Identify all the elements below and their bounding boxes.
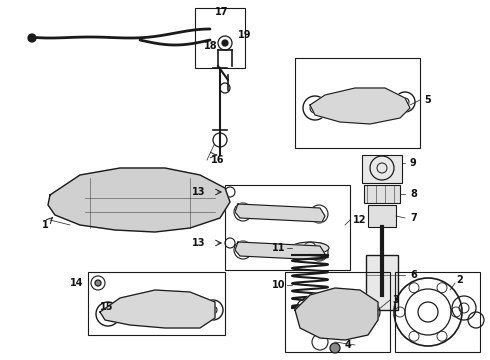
Bar [366,255,398,310]
Bar [88,272,225,335]
Polygon shape [235,242,325,260]
Polygon shape [310,88,410,124]
Text: 17: 17 [215,7,228,17]
Text: 16: 16 [211,155,224,165]
Bar [295,58,420,148]
Text: 4: 4 [345,340,352,350]
Text: 10: 10 [272,280,286,290]
Polygon shape [295,288,378,340]
Text: 9: 9 [410,158,417,168]
Text: 11: 11 [272,243,286,253]
Bar [395,272,480,352]
Circle shape [222,40,228,46]
Text: 19: 19 [238,30,251,40]
Text: 3: 3 [392,295,399,305]
Bar [225,185,350,270]
Text: 15: 15 [100,302,114,312]
Text: 14: 14 [70,278,83,288]
Bar [368,205,396,227]
Bar [195,8,245,68]
Polygon shape [48,168,230,232]
Circle shape [330,343,340,353]
Bar [285,272,390,352]
Ellipse shape [291,242,329,254]
Text: 18: 18 [204,41,218,51]
Text: 5: 5 [424,95,431,105]
Text: 7: 7 [410,213,417,223]
Text: 12: 12 [353,215,367,225]
Circle shape [95,280,101,286]
Polygon shape [235,204,325,222]
Text: 13: 13 [192,238,205,248]
Circle shape [28,34,36,42]
Bar [362,155,402,183]
Bar [364,185,400,203]
Polygon shape [100,290,215,328]
Circle shape [84,199,92,207]
Text: 2: 2 [456,275,463,285]
Text: 13: 13 [192,187,205,197]
Text: 8: 8 [410,189,417,199]
Text: 1: 1 [42,220,49,230]
Text: 6: 6 [410,270,417,280]
